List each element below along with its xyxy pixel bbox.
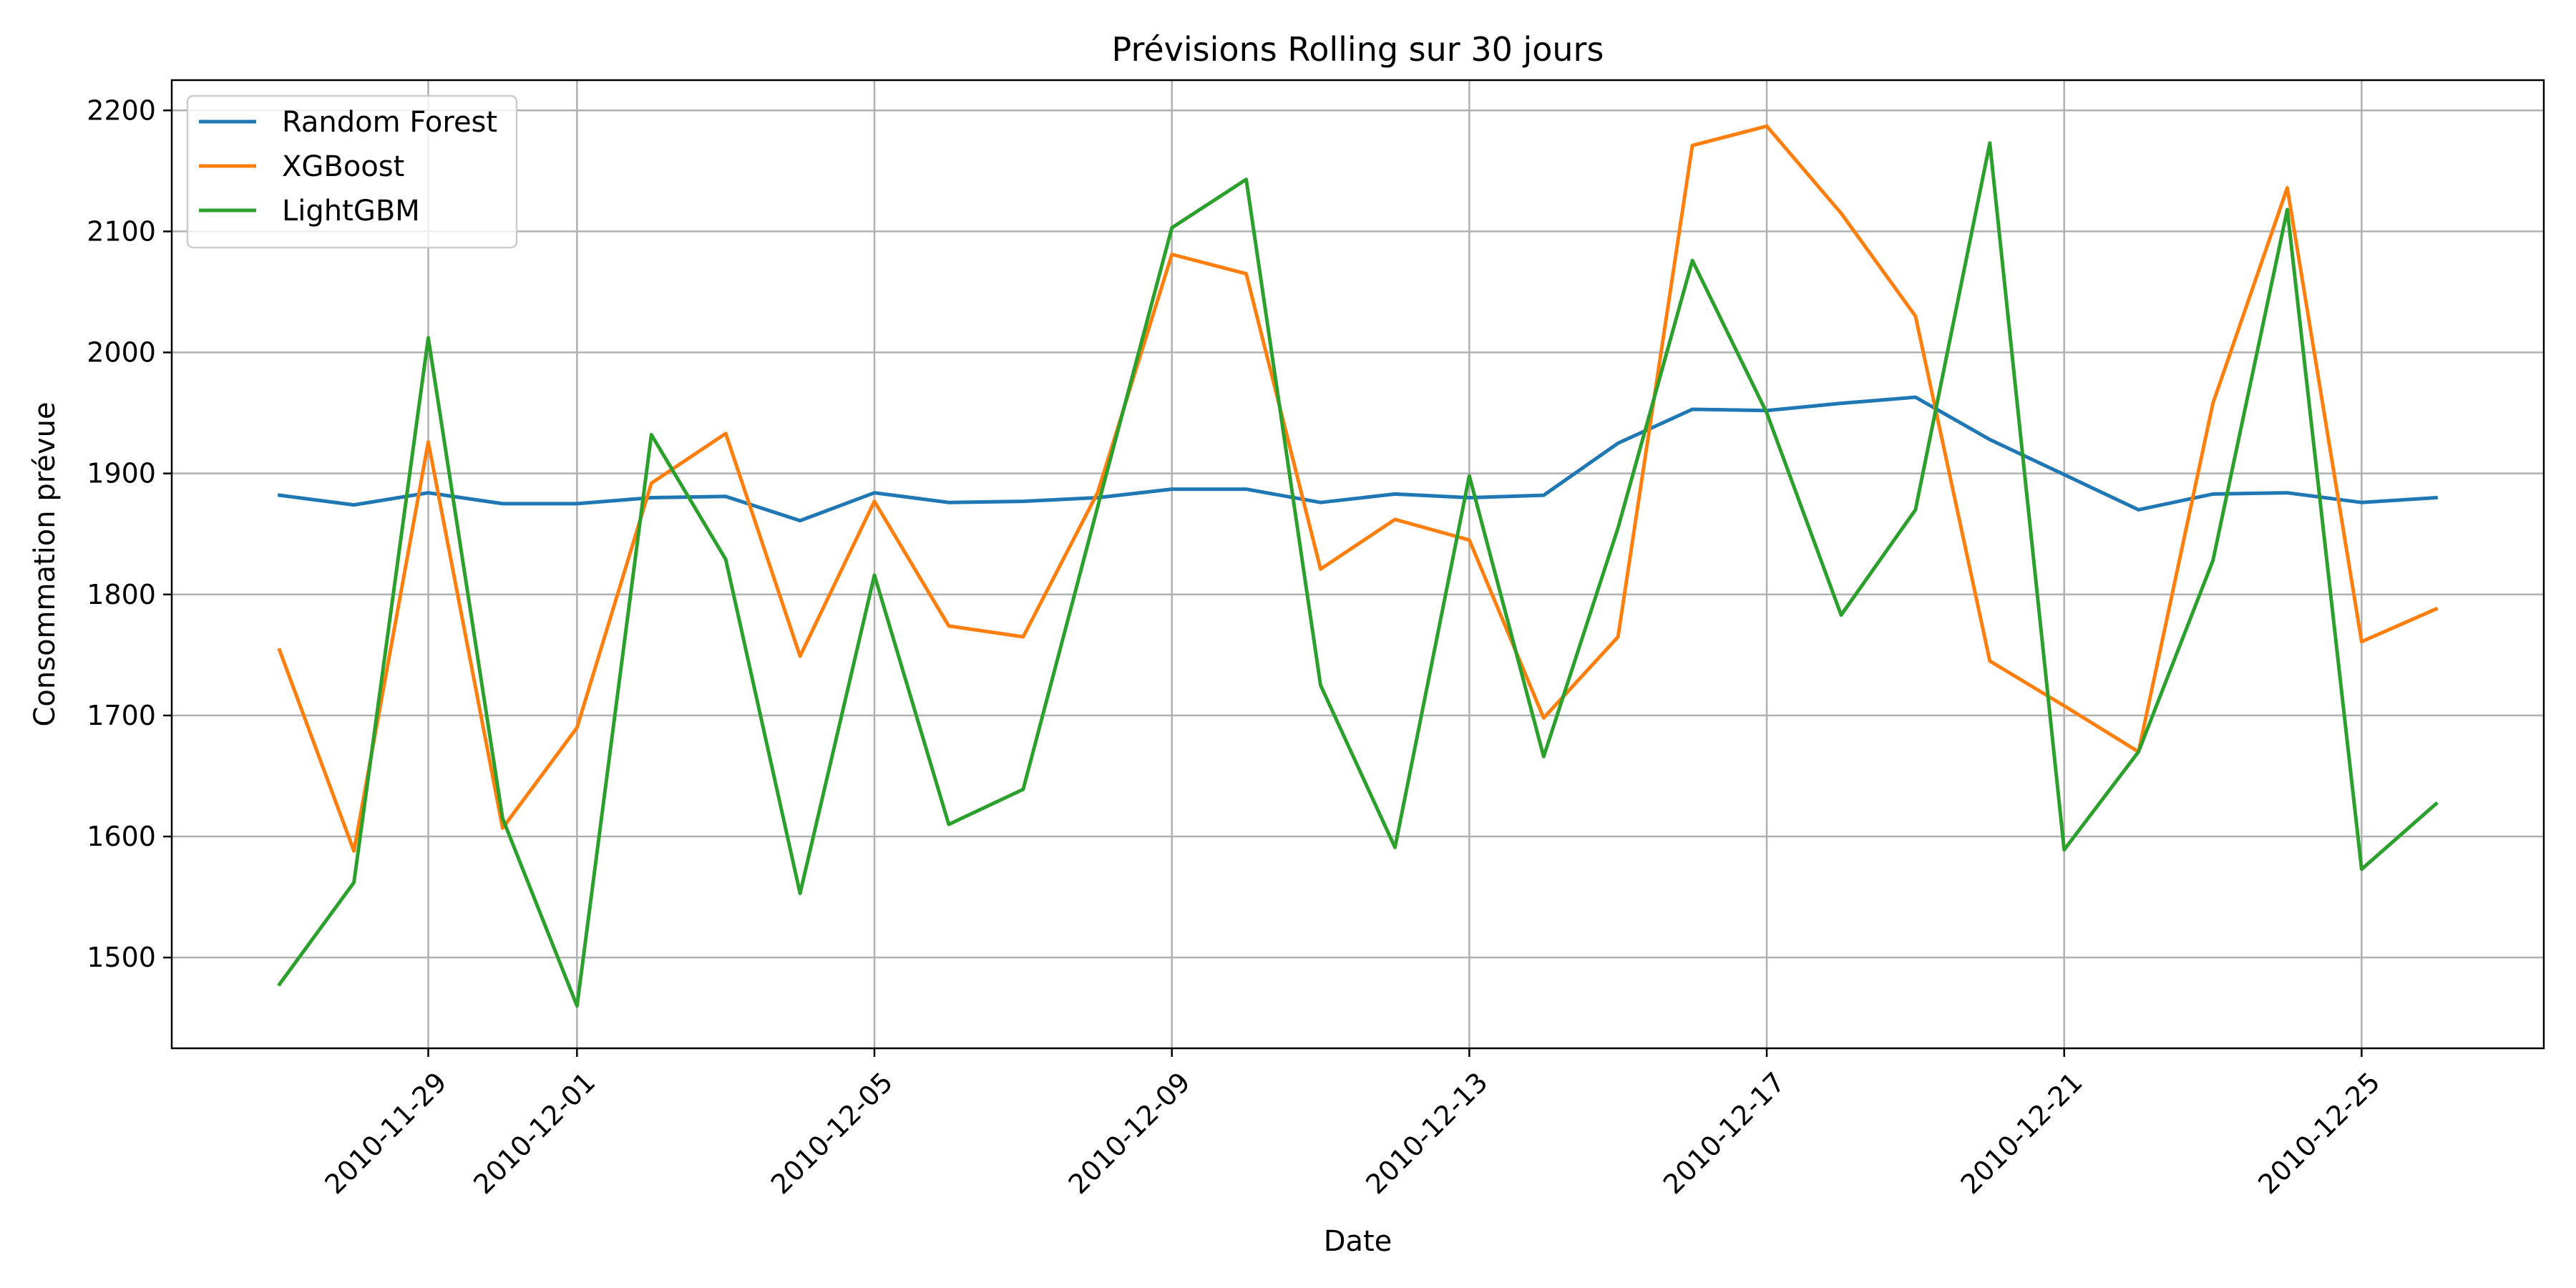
x-axis-label: Date bbox=[1324, 1225, 1392, 1258]
y-tick-label: 2100 bbox=[87, 215, 156, 247]
y-axis-label: Consommation prévue bbox=[29, 401, 62, 726]
y-tick-label: 1900 bbox=[87, 458, 156, 489]
legend-label: LightGBM bbox=[282, 195, 420, 228]
legend: Random Forest XGBoost LightGBM bbox=[186, 94, 518, 249]
y-tick-label: 2000 bbox=[87, 337, 156, 369]
y-tick-label: 2200 bbox=[87, 94, 156, 126]
legend-label: Random Forest bbox=[282, 106, 497, 139]
y-tick-label: 1800 bbox=[87, 579, 156, 610]
y-tick-label: 1600 bbox=[87, 821, 156, 852]
series-lines bbox=[277, 124, 2439, 1008]
legend-box bbox=[186, 94, 518, 249]
series-line-random-forest bbox=[277, 395, 2438, 523]
y-tick-label: 1500 bbox=[87, 942, 156, 973]
plot-frame bbox=[170, 79, 2545, 1050]
series-line-lightgbm bbox=[277, 141, 2439, 1008]
y-tick-label: 1700 bbox=[87, 700, 156, 731]
legend-label: XGBoost bbox=[282, 150, 404, 183]
chart-title: Prévisions Rolling sur 30 jours bbox=[1112, 30, 1604, 69]
